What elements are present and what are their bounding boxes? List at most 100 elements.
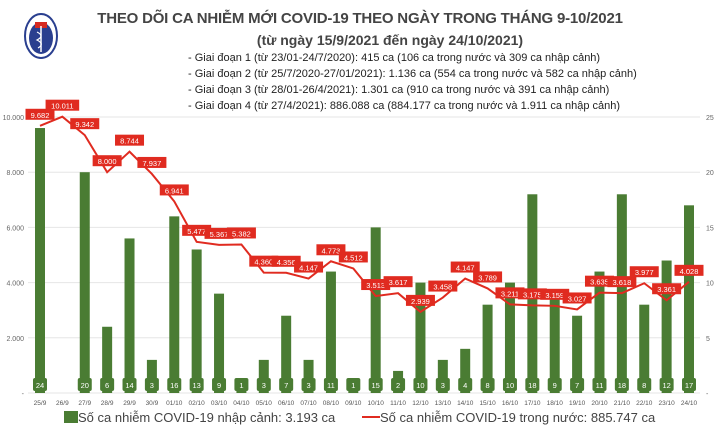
bar <box>504 282 515 393</box>
line-label-box <box>137 156 167 168</box>
bar-label-box <box>592 378 607 391</box>
x-tick-label: 07/10 <box>300 400 317 407</box>
bar <box>460 348 471 393</box>
x-tick-label: 09/10 <box>345 400 362 407</box>
bar-value-label: 4 <box>463 381 467 390</box>
x-tick-label: 23/10 <box>658 400 675 407</box>
bar <box>684 205 694 393</box>
line-label-box <box>115 134 145 146</box>
line-label-box <box>450 261 480 273</box>
line-label-box <box>517 288 547 300</box>
line-value-label: 9.342 <box>75 120 94 129</box>
bar-label-box <box>323 378 338 391</box>
bar-value-label: 3 <box>306 381 310 390</box>
bar-label-box <box>256 378 271 391</box>
bar <box>214 293 225 393</box>
bar-value-label: 8 <box>642 381 646 390</box>
bar-value-label: 2 <box>396 381 400 390</box>
bar-label-box <box>301 378 316 391</box>
line-value-label: 4.360 <box>254 258 273 267</box>
line-label-box <box>25 108 55 120</box>
legend-line-swatch <box>362 416 380 418</box>
bar-label-box <box>189 378 204 391</box>
line-value-label: 4.147 <box>299 264 318 273</box>
bar <box>258 359 269 393</box>
left-tick-label: 2.000 <box>6 336 24 343</box>
bar-label-box <box>570 378 585 391</box>
line-value-label: 3.361 <box>657 285 676 294</box>
bar <box>482 304 493 393</box>
x-tick-label: 03/10 <box>211 400 228 407</box>
bar-value-label: 11 <box>596 381 604 390</box>
x-tick-label: 25/9 <box>34 400 47 407</box>
bar-label-box <box>234 378 249 391</box>
bar-label-box <box>659 378 674 391</box>
line-label-box <box>652 283 682 295</box>
bar-label-box <box>480 378 495 391</box>
bar-label-box <box>279 378 294 391</box>
line-value-label: 8.744 <box>120 137 139 146</box>
x-tick-label: 28/9 <box>101 400 114 407</box>
bar <box>303 359 314 393</box>
right-tick-label: 10 <box>706 281 714 288</box>
x-tick-label: 17/10 <box>524 400 541 407</box>
left-tick-label: - <box>22 391 25 398</box>
bar-value-label: 3 <box>441 381 445 390</box>
bar-value-label: 9 <box>553 381 557 390</box>
bar-label-box <box>368 378 383 391</box>
bar-label-box <box>614 378 629 391</box>
bar-label-box <box>212 378 227 391</box>
line-value-label: 5.477 <box>187 227 206 236</box>
legend-bar-swatch <box>64 411 78 423</box>
right-tick-label: 15 <box>706 225 714 232</box>
bar-value-label: 8 <box>486 381 490 390</box>
bar-value-label: 12 <box>662 381 670 390</box>
bar <box>437 359 448 393</box>
line-value-label: 3.513 <box>366 281 385 290</box>
line-value-label: 6.941 <box>165 186 184 195</box>
bar-value-label: 9 <box>217 381 221 390</box>
line-value-label: 4.773 <box>322 246 341 255</box>
bar <box>146 359 157 393</box>
line-label-box <box>473 271 503 283</box>
left-tick-label: 4.000 <box>6 281 24 288</box>
bar-value-label: 3 <box>262 381 266 390</box>
bar <box>124 238 135 393</box>
bar-label-box <box>100 378 115 391</box>
bar-label-box <box>458 378 473 391</box>
bar-value-label: 1 <box>239 381 243 390</box>
bar-label-box <box>502 378 517 391</box>
bar-value-label: 1 <box>351 381 355 390</box>
bar-value-label: 11 <box>327 381 335 390</box>
x-tick-label: 20/10 <box>591 400 608 407</box>
x-tick-label: 29/9 <box>123 400 136 407</box>
line-label-box <box>428 280 458 292</box>
bar-value-label: 18 <box>618 381 626 390</box>
bar <box>415 282 426 393</box>
bar-label-box <box>167 378 182 391</box>
bar <box>661 260 672 393</box>
x-tick-label: 05/10 <box>256 400 273 407</box>
line-value-label: 3.617 <box>389 278 408 287</box>
x-tick-label: 22/10 <box>636 400 653 407</box>
line-value-label: 4.028 <box>680 267 699 276</box>
legend-line-label: Số ca nhiễm COVID-19 trong nước: 885.747… <box>380 410 656 425</box>
bar <box>594 271 605 393</box>
x-tick-label: 13/10 <box>435 400 452 407</box>
bar-label-box <box>144 378 159 391</box>
bar <box>191 249 202 393</box>
x-tick-label: 27/9 <box>78 400 91 407</box>
line-value-label: 9.682 <box>31 111 50 120</box>
line-label-box <box>271 255 301 267</box>
line-value-label: 3.159 <box>545 291 564 300</box>
bar-value-label: 20 <box>81 381 89 390</box>
line-value-label: 2.939 <box>411 297 430 306</box>
bar-value-label: 10 <box>416 381 424 390</box>
bar-label-box <box>435 378 450 391</box>
left-tick-label: 10.000 <box>3 115 25 122</box>
bar <box>325 271 336 393</box>
legend-bar-label: Số ca nhiễm COVID-19 nhập cảnh: 3.193 ca <box>78 410 336 425</box>
line-value-label: 4.512 <box>344 253 363 262</box>
bar-value-label: 10 <box>506 381 514 390</box>
